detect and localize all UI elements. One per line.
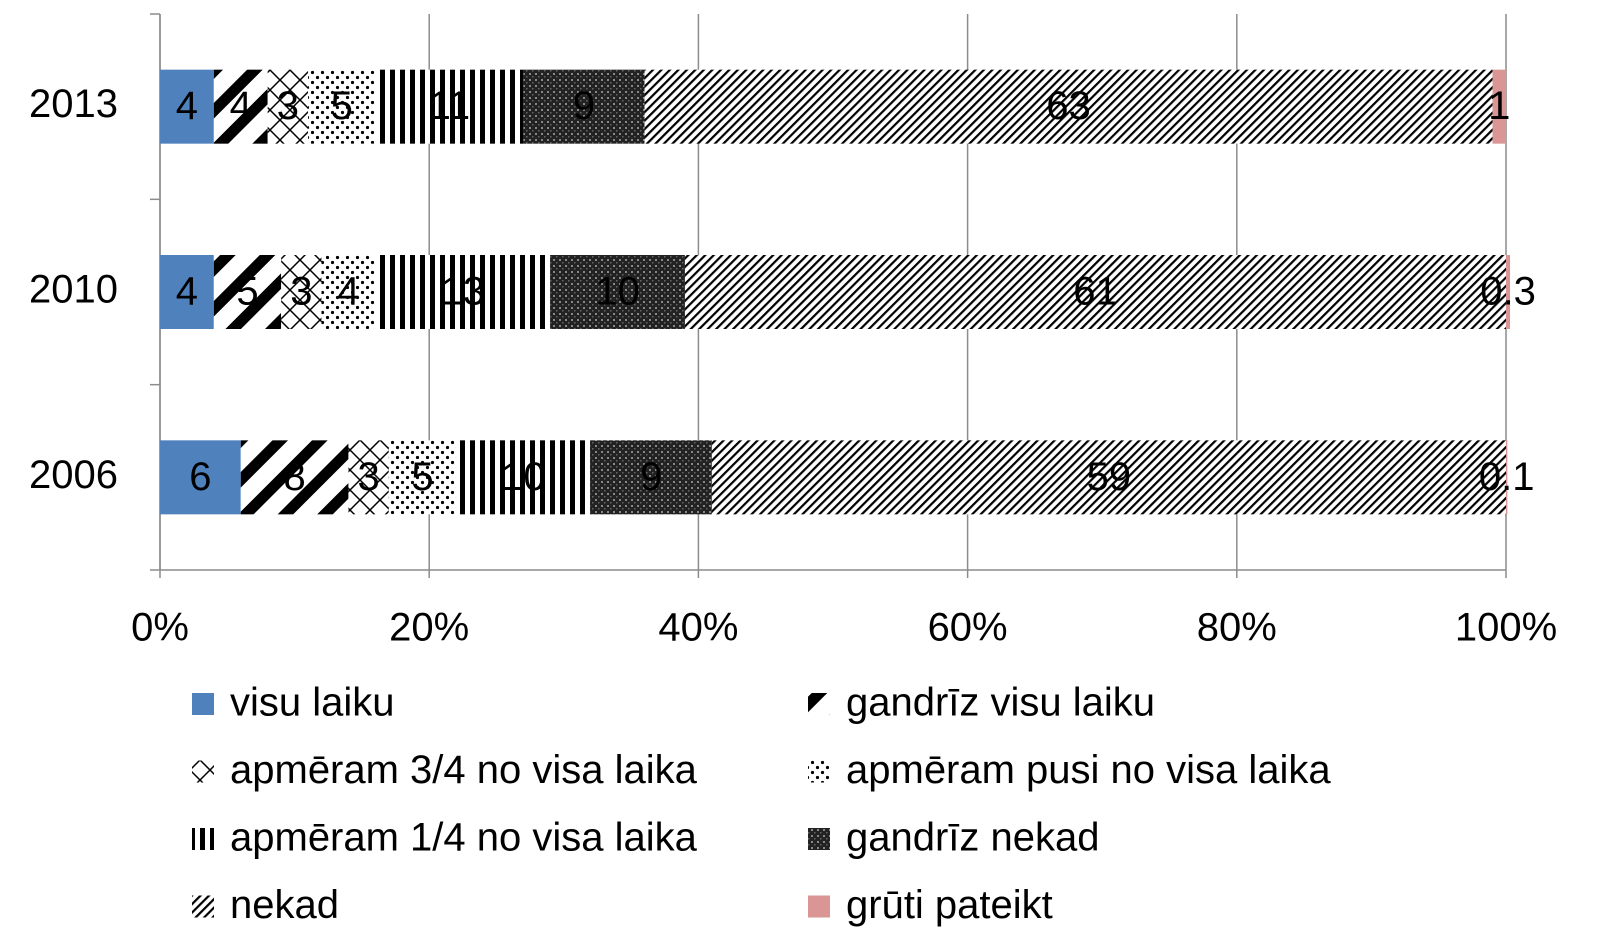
- data-label: 9: [573, 84, 595, 128]
- legend-label: apmēram 3/4 no visa laika: [230, 748, 698, 792]
- bar-segment: [711, 440, 1506, 515]
- x-tick-label: 20%: [389, 606, 469, 650]
- x-tick-label: 0%: [131, 606, 189, 650]
- data-label: 61: [1073, 270, 1118, 314]
- bar-segment: [213, 255, 282, 329]
- data-label: 11: [429, 84, 471, 128]
- legend-swatch: [192, 693, 214, 715]
- bar-segment: [684, 255, 1506, 329]
- x-tick-label: 100%: [1455, 606, 1557, 650]
- bar-segment: [1506, 440, 1508, 515]
- legend-swatch: [192, 895, 214, 918]
- legend-label: gandrīz nekad: [846, 816, 1100, 860]
- y-tick-label: 2013: [29, 82, 118, 126]
- data-label: 10: [501, 455, 546, 499]
- data-label: 3: [277, 84, 299, 128]
- data-label: 5: [236, 270, 258, 314]
- bar-segment: [321, 255, 376, 329]
- legend-label: gandrīz visu laiku: [846, 681, 1155, 725]
- data-label: 3: [358, 455, 380, 499]
- bar-segment: [240, 440, 349, 515]
- legend-label: nekad: [230, 883, 339, 927]
- bar-segment: [213, 69, 268, 144]
- data-label: 4: [230, 84, 252, 128]
- bar-segment: [550, 255, 685, 329]
- bar-segment: [160, 440, 241, 515]
- data-label: 5: [411, 455, 433, 499]
- legend-swatch: [808, 828, 830, 850]
- x-tick-label: 40%: [658, 606, 738, 650]
- x-tick-label: 80%: [1197, 606, 1277, 650]
- data-label: 6: [189, 455, 211, 499]
- legend-label: apmēram pusi no visa laika: [846, 748, 1331, 792]
- y-tick-label: 2010: [29, 268, 118, 312]
- bar-segment: [644, 69, 1493, 144]
- data-label: 1: [1488, 84, 1510, 128]
- bar-segment: [308, 69, 376, 144]
- y-tick-label: 2006: [29, 453, 118, 497]
- bar-segment: [160, 69, 214, 144]
- data-label: 9: [640, 455, 662, 499]
- legend-swatch: [808, 693, 830, 715]
- bar-segment: [456, 440, 591, 515]
- data-label: 0.3: [1480, 270, 1536, 314]
- data-label: 8: [283, 455, 305, 499]
- legend-swatch: [808, 760, 830, 783]
- legend-swatch: [808, 895, 830, 918]
- bar-segment: [281, 255, 322, 329]
- bar-segment: [1492, 69, 1506, 144]
- data-label: 3: [290, 270, 312, 314]
- x-tick-label: 60%: [928, 606, 1008, 650]
- bar-segment: [160, 255, 214, 329]
- data-label: 10: [595, 270, 640, 314]
- data-label: 4: [337, 270, 359, 314]
- data-label: 5: [331, 84, 353, 128]
- legend-label: visu laiku: [230, 681, 395, 725]
- bar-segment: [388, 440, 457, 515]
- data-label: 59: [1087, 455, 1132, 499]
- legend-label: apmēram 1/4 no visa laika: [230, 816, 698, 860]
- bar-segment: [375, 255, 551, 329]
- bar-segment: [348, 440, 389, 515]
- data-label: 63: [1046, 84, 1091, 128]
- data-label: 13: [441, 270, 486, 314]
- bar-segment: [523, 69, 645, 144]
- bar-segment: [1506, 255, 1511, 329]
- data-label: 4: [176, 270, 198, 314]
- bar-segment: [590, 440, 712, 515]
- legend-label: grūti pateikt: [846, 883, 1053, 927]
- legend-swatch: [192, 760, 214, 783]
- legend-swatch: [192, 828, 214, 850]
- bar-segment: [375, 69, 524, 144]
- bar-segment: [267, 69, 309, 144]
- data-label: 0.1: [1479, 455, 1535, 499]
- data-label: 4: [176, 84, 198, 128]
